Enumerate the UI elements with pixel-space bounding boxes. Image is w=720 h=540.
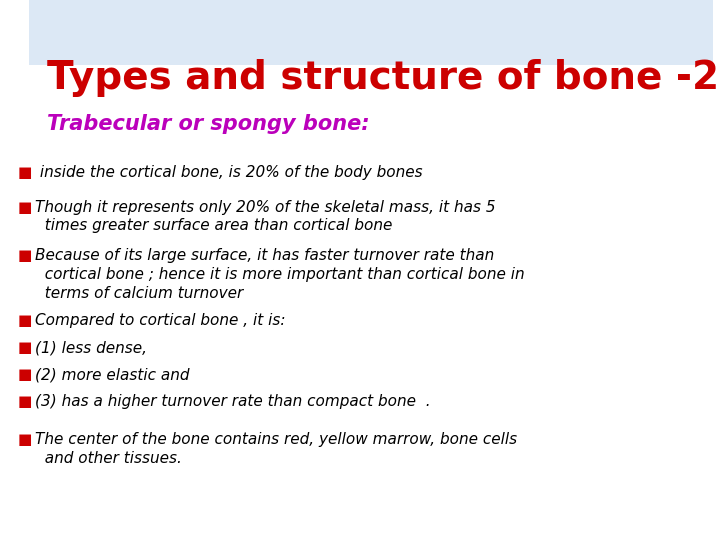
Text: ■: ■ bbox=[18, 165, 32, 180]
Text: Compared to cortical bone , it is:: Compared to cortical bone , it is: bbox=[35, 313, 285, 328]
FancyBboxPatch shape bbox=[29, 0, 713, 65]
Text: inside the cortical bone, is 20% of the body bones: inside the cortical bone, is 20% of the … bbox=[35, 165, 422, 180]
Text: Because of its large surface, it has faster turnover rate than
  cortical bone ;: Because of its large surface, it has fas… bbox=[35, 248, 524, 301]
Text: (1) less dense,: (1) less dense, bbox=[35, 340, 147, 355]
Text: (2) more elastic and: (2) more elastic and bbox=[35, 367, 189, 382]
Text: Types and structure of bone -2: Types and structure of bone -2 bbox=[47, 59, 719, 97]
Text: ■: ■ bbox=[18, 313, 32, 328]
Text: ■: ■ bbox=[18, 394, 32, 409]
Text: Trabecular or spongy bone:: Trabecular or spongy bone: bbox=[47, 114, 369, 134]
Text: ■: ■ bbox=[18, 200, 32, 215]
Text: ■: ■ bbox=[18, 340, 32, 355]
Text: (3) has a higher turnover rate than compact bone  .: (3) has a higher turnover rate than comp… bbox=[35, 394, 430, 409]
Text: ■: ■ bbox=[18, 367, 32, 382]
Text: The center of the bone contains red, yellow marrow, bone cells
  and other tissu: The center of the bone contains red, yel… bbox=[35, 432, 517, 465]
Text: ■: ■ bbox=[18, 248, 32, 264]
Text: Though it represents only 20% of the skeletal mass, it has 5
  times greater sur: Though it represents only 20% of the ske… bbox=[35, 200, 495, 233]
Text: ■: ■ bbox=[18, 432, 32, 447]
